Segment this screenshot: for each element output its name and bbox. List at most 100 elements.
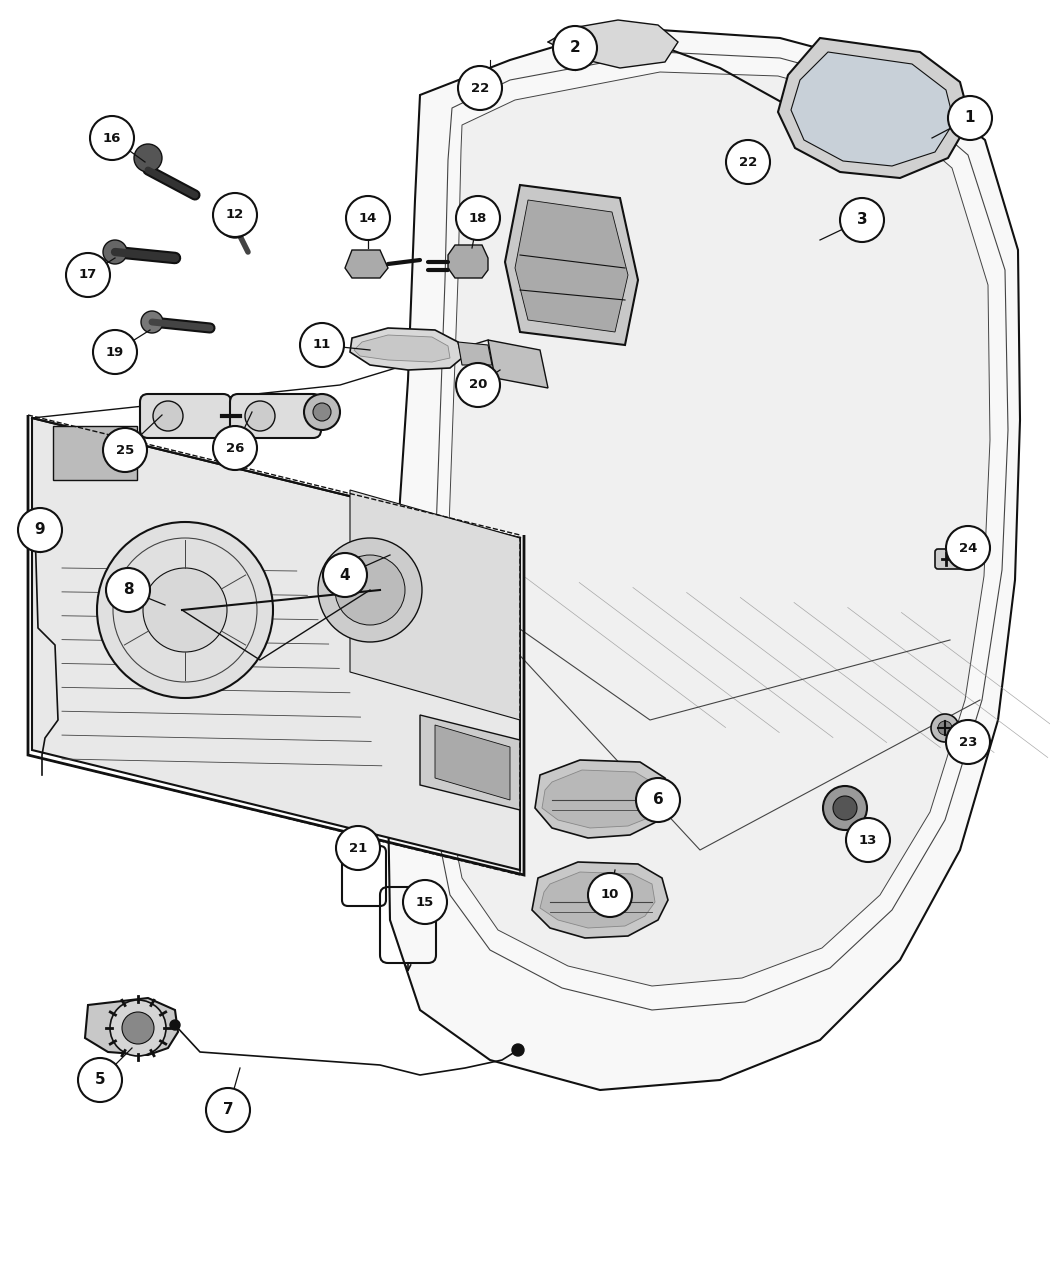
Polygon shape [85,998,178,1054]
FancyBboxPatch shape [140,394,231,439]
Polygon shape [505,185,638,346]
Text: 22: 22 [470,82,489,94]
Text: 17: 17 [79,269,97,282]
Polygon shape [388,31,1020,1090]
Polygon shape [435,725,510,799]
Polygon shape [448,245,488,278]
Circle shape [141,311,163,333]
Circle shape [78,1058,122,1102]
Circle shape [938,720,952,734]
Circle shape [143,567,227,652]
Circle shape [97,521,273,697]
Circle shape [110,1000,166,1056]
Circle shape [219,207,251,238]
FancyBboxPatch shape [934,550,969,569]
Polygon shape [542,770,658,827]
Circle shape [403,880,447,924]
Circle shape [553,26,597,70]
Text: 5: 5 [94,1072,105,1088]
Text: 21: 21 [349,842,368,854]
Text: 26: 26 [226,441,245,454]
Circle shape [636,778,680,822]
Polygon shape [540,872,655,928]
Polygon shape [778,38,970,179]
Circle shape [456,363,500,407]
Circle shape [840,198,884,242]
Polygon shape [350,490,520,720]
Polygon shape [445,71,990,986]
Text: 18: 18 [468,212,487,224]
Polygon shape [514,200,628,332]
Circle shape [946,527,990,570]
Circle shape [482,80,498,96]
Polygon shape [458,342,492,365]
Circle shape [456,196,500,240]
Polygon shape [791,52,954,166]
Circle shape [213,193,257,237]
Circle shape [318,538,422,643]
Text: 12: 12 [226,209,244,222]
Text: 11: 11 [313,338,331,352]
Text: 16: 16 [103,131,121,144]
Circle shape [213,426,257,470]
Text: 6: 6 [653,793,664,807]
Text: 20: 20 [468,379,487,391]
Polygon shape [354,335,450,362]
Circle shape [732,147,748,163]
Text: 13: 13 [859,834,877,847]
Circle shape [726,140,770,184]
Circle shape [153,402,183,431]
Circle shape [122,1012,154,1044]
Text: 10: 10 [601,889,619,901]
Circle shape [931,714,959,742]
Circle shape [946,720,990,764]
Circle shape [833,796,857,820]
Polygon shape [32,418,520,870]
Text: 1: 1 [965,111,975,125]
FancyBboxPatch shape [230,394,321,439]
Text: 22: 22 [739,156,757,168]
Circle shape [300,323,344,367]
FancyBboxPatch shape [52,426,136,479]
Polygon shape [548,20,678,68]
Text: 3: 3 [857,213,867,227]
Circle shape [93,330,136,374]
Circle shape [336,826,380,870]
Circle shape [346,196,390,240]
Circle shape [206,1088,250,1132]
Circle shape [90,116,134,159]
Circle shape [103,428,147,472]
Polygon shape [488,340,548,388]
Circle shape [588,873,632,917]
Text: 4: 4 [340,567,351,583]
Circle shape [29,521,41,534]
Circle shape [323,553,367,597]
Text: 15: 15 [416,895,434,909]
Circle shape [170,1020,180,1030]
Circle shape [245,402,275,431]
Polygon shape [532,862,668,938]
Circle shape [18,507,62,552]
Text: 24: 24 [959,542,978,555]
Polygon shape [345,250,388,278]
Circle shape [823,785,867,830]
Circle shape [313,403,331,421]
Circle shape [134,144,162,172]
Text: 8: 8 [123,583,133,598]
Polygon shape [350,328,462,370]
Circle shape [66,252,110,297]
Circle shape [846,819,890,862]
Circle shape [304,394,340,430]
Text: 7: 7 [223,1103,233,1117]
Text: 25: 25 [116,444,134,456]
Polygon shape [420,715,520,810]
Text: 19: 19 [106,346,124,358]
Text: 2: 2 [569,41,581,56]
Circle shape [948,96,992,140]
Circle shape [103,240,127,264]
Circle shape [335,555,405,625]
Polygon shape [536,760,670,838]
Circle shape [458,66,502,110]
Text: 9: 9 [35,523,45,538]
Text: 23: 23 [959,736,978,748]
